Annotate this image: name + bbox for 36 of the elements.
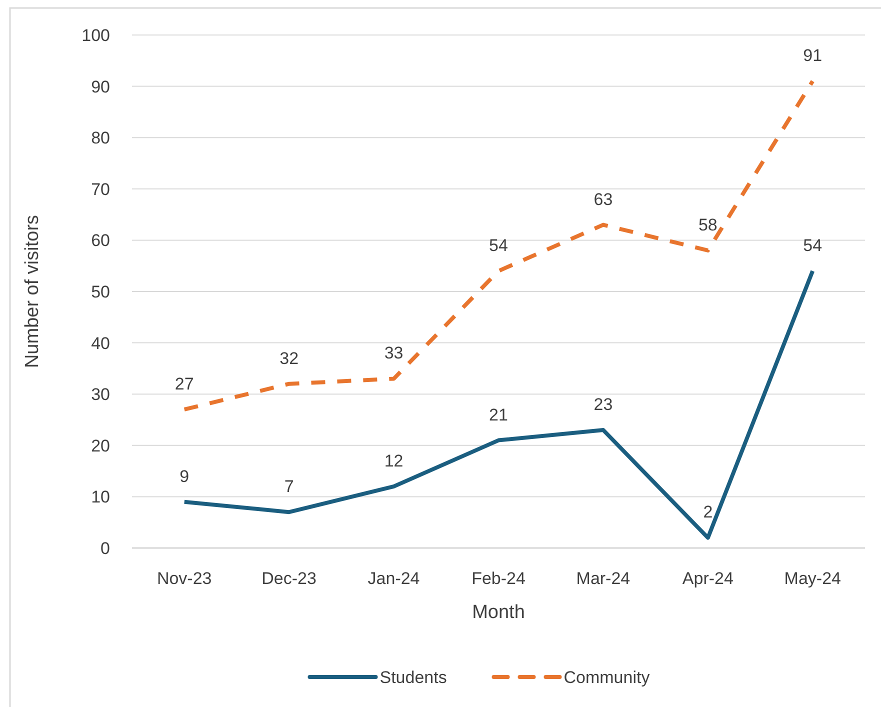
y-tick-label: 60 [91,231,110,250]
data-label: 9 [180,466,190,486]
data-label: 58 [698,215,718,234]
y-tick-label: 50 [91,282,110,302]
data-label: 54 [803,236,822,255]
y-tick-label: 90 [91,77,110,96]
x-tick-label: Apr-24 [682,569,734,588]
data-label: 54 [489,236,508,255]
x-tick-label: Dec-23 [262,569,316,588]
x-tick-label: Mar-24 [576,569,630,588]
data-label: 2 [703,502,713,522]
data-label: 91 [803,46,822,66]
x-axis-title: Month [472,602,525,623]
data-label: 33 [384,344,404,363]
data-label: 27 [174,374,194,394]
x-tick-label: Nov-23 [156,569,212,588]
y-tick-label: 80 [91,128,110,148]
y-tick-label: 100 [82,26,110,45]
x-tick-label: May-24 [784,569,841,588]
y-tick-label: 20 [91,436,110,456]
data-label: 12 [384,451,404,470]
legend-label: Students [380,668,447,687]
data-label: 23 [594,395,613,414]
y-tick-label: 30 [91,385,110,404]
y-tick-label: 10 [91,488,110,507]
data-label: 7 [284,477,294,496]
x-tick-label: Feb-24 [472,569,526,588]
y-tick-label: 70 [91,180,110,199]
data-label: 63 [594,190,613,209]
y-tick-label: 40 [91,334,110,353]
data-label: 32 [280,348,299,368]
data-label: 21 [489,405,508,424]
legend-label: Community [564,668,650,687]
x-tick-label: Jan-24 [368,569,420,588]
y-tick-label: 0 [100,539,110,558]
y-axis-title: Number of visitors [22,214,43,368]
